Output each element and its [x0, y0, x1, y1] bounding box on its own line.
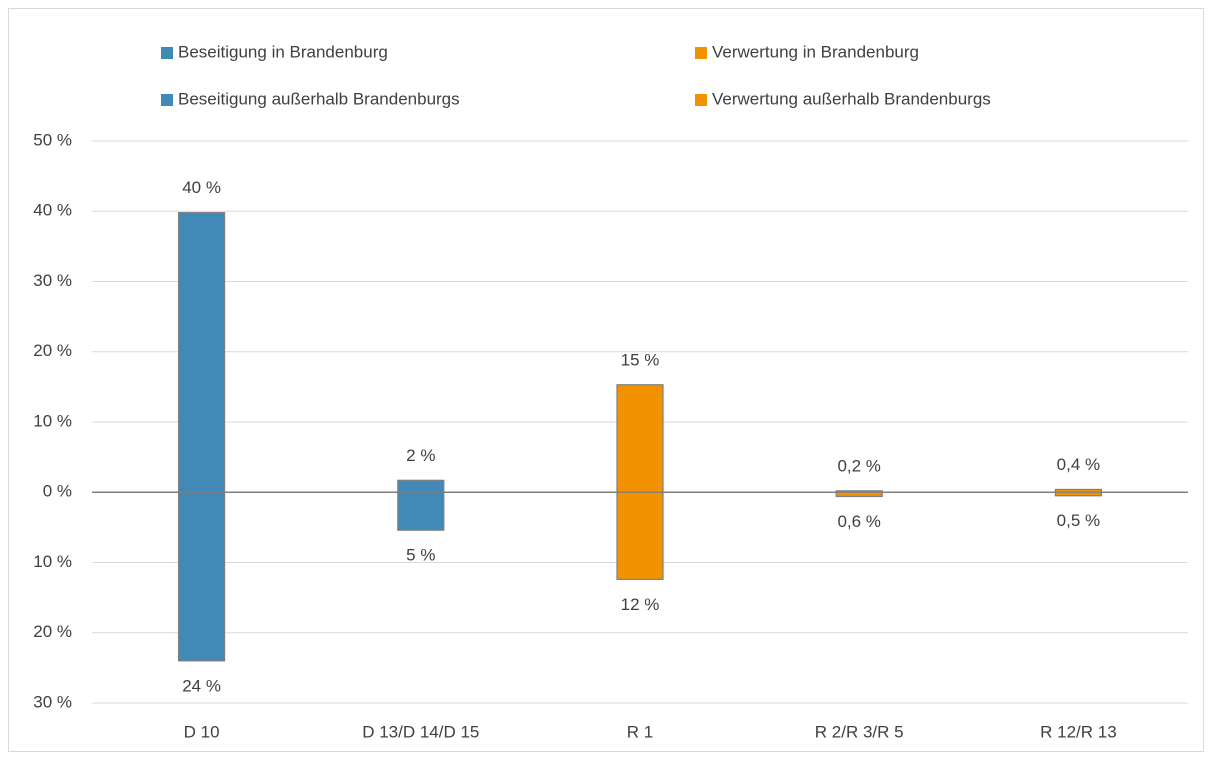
x-tick-label: R 2/R 3/R 5	[815, 722, 904, 741]
legend-swatch	[161, 47, 173, 59]
bar	[616, 384, 664, 493]
legend-swatch	[695, 47, 707, 59]
value-label: 0,6 %	[837, 512, 880, 531]
x-tick-label: R 1	[627, 722, 653, 741]
x-tick-label: D 10	[184, 722, 220, 741]
value-label: 5 %	[406, 546, 435, 565]
bar	[397, 491, 445, 531]
bar	[616, 491, 664, 580]
y-tick-label: 40 %	[33, 201, 72, 220]
value-label: 0,2 %	[837, 456, 880, 475]
value-label: 2 %	[406, 446, 435, 465]
bar	[178, 491, 226, 662]
legend-label: Verwertung in Brandenburg	[712, 42, 919, 61]
legend-swatch	[161, 94, 173, 106]
bar	[178, 212, 226, 493]
y-tick-label: 0 %	[43, 482, 72, 501]
bar	[835, 491, 883, 498]
bar	[1054, 491, 1103, 497]
value-label: 0,4 %	[1057, 455, 1100, 474]
y-tick-label: 10 %	[33, 411, 72, 430]
legend-label: Verwertung außerhalb Brandenburgs	[712, 89, 991, 108]
y-tick-label: 10 %	[33, 552, 72, 571]
bar	[397, 479, 445, 493]
x-tick-label: D 13/D 14/D 15	[362, 722, 479, 741]
y-tick-label: 30 %	[33, 271, 72, 290]
legend-label: Beseitigung in Brandenburg	[178, 42, 388, 61]
legend-swatch	[695, 94, 707, 106]
value-label: 24 %	[182, 676, 221, 695]
value-label: 12 %	[621, 595, 660, 614]
y-tick-label: 50 %	[33, 130, 72, 149]
legend-label: Beseitigung außerhalb Brandenburgs	[178, 89, 460, 108]
y-tick-label: 20 %	[33, 622, 72, 641]
value-label: 0,5 %	[1057, 511, 1100, 530]
y-tick-label: 30 %	[33, 692, 72, 711]
y-tick-label: 20 %	[33, 341, 72, 360]
value-label: 40 %	[182, 178, 221, 197]
value-label: 15 %	[621, 350, 660, 369]
x-tick-label: R 12/R 13	[1040, 722, 1117, 741]
